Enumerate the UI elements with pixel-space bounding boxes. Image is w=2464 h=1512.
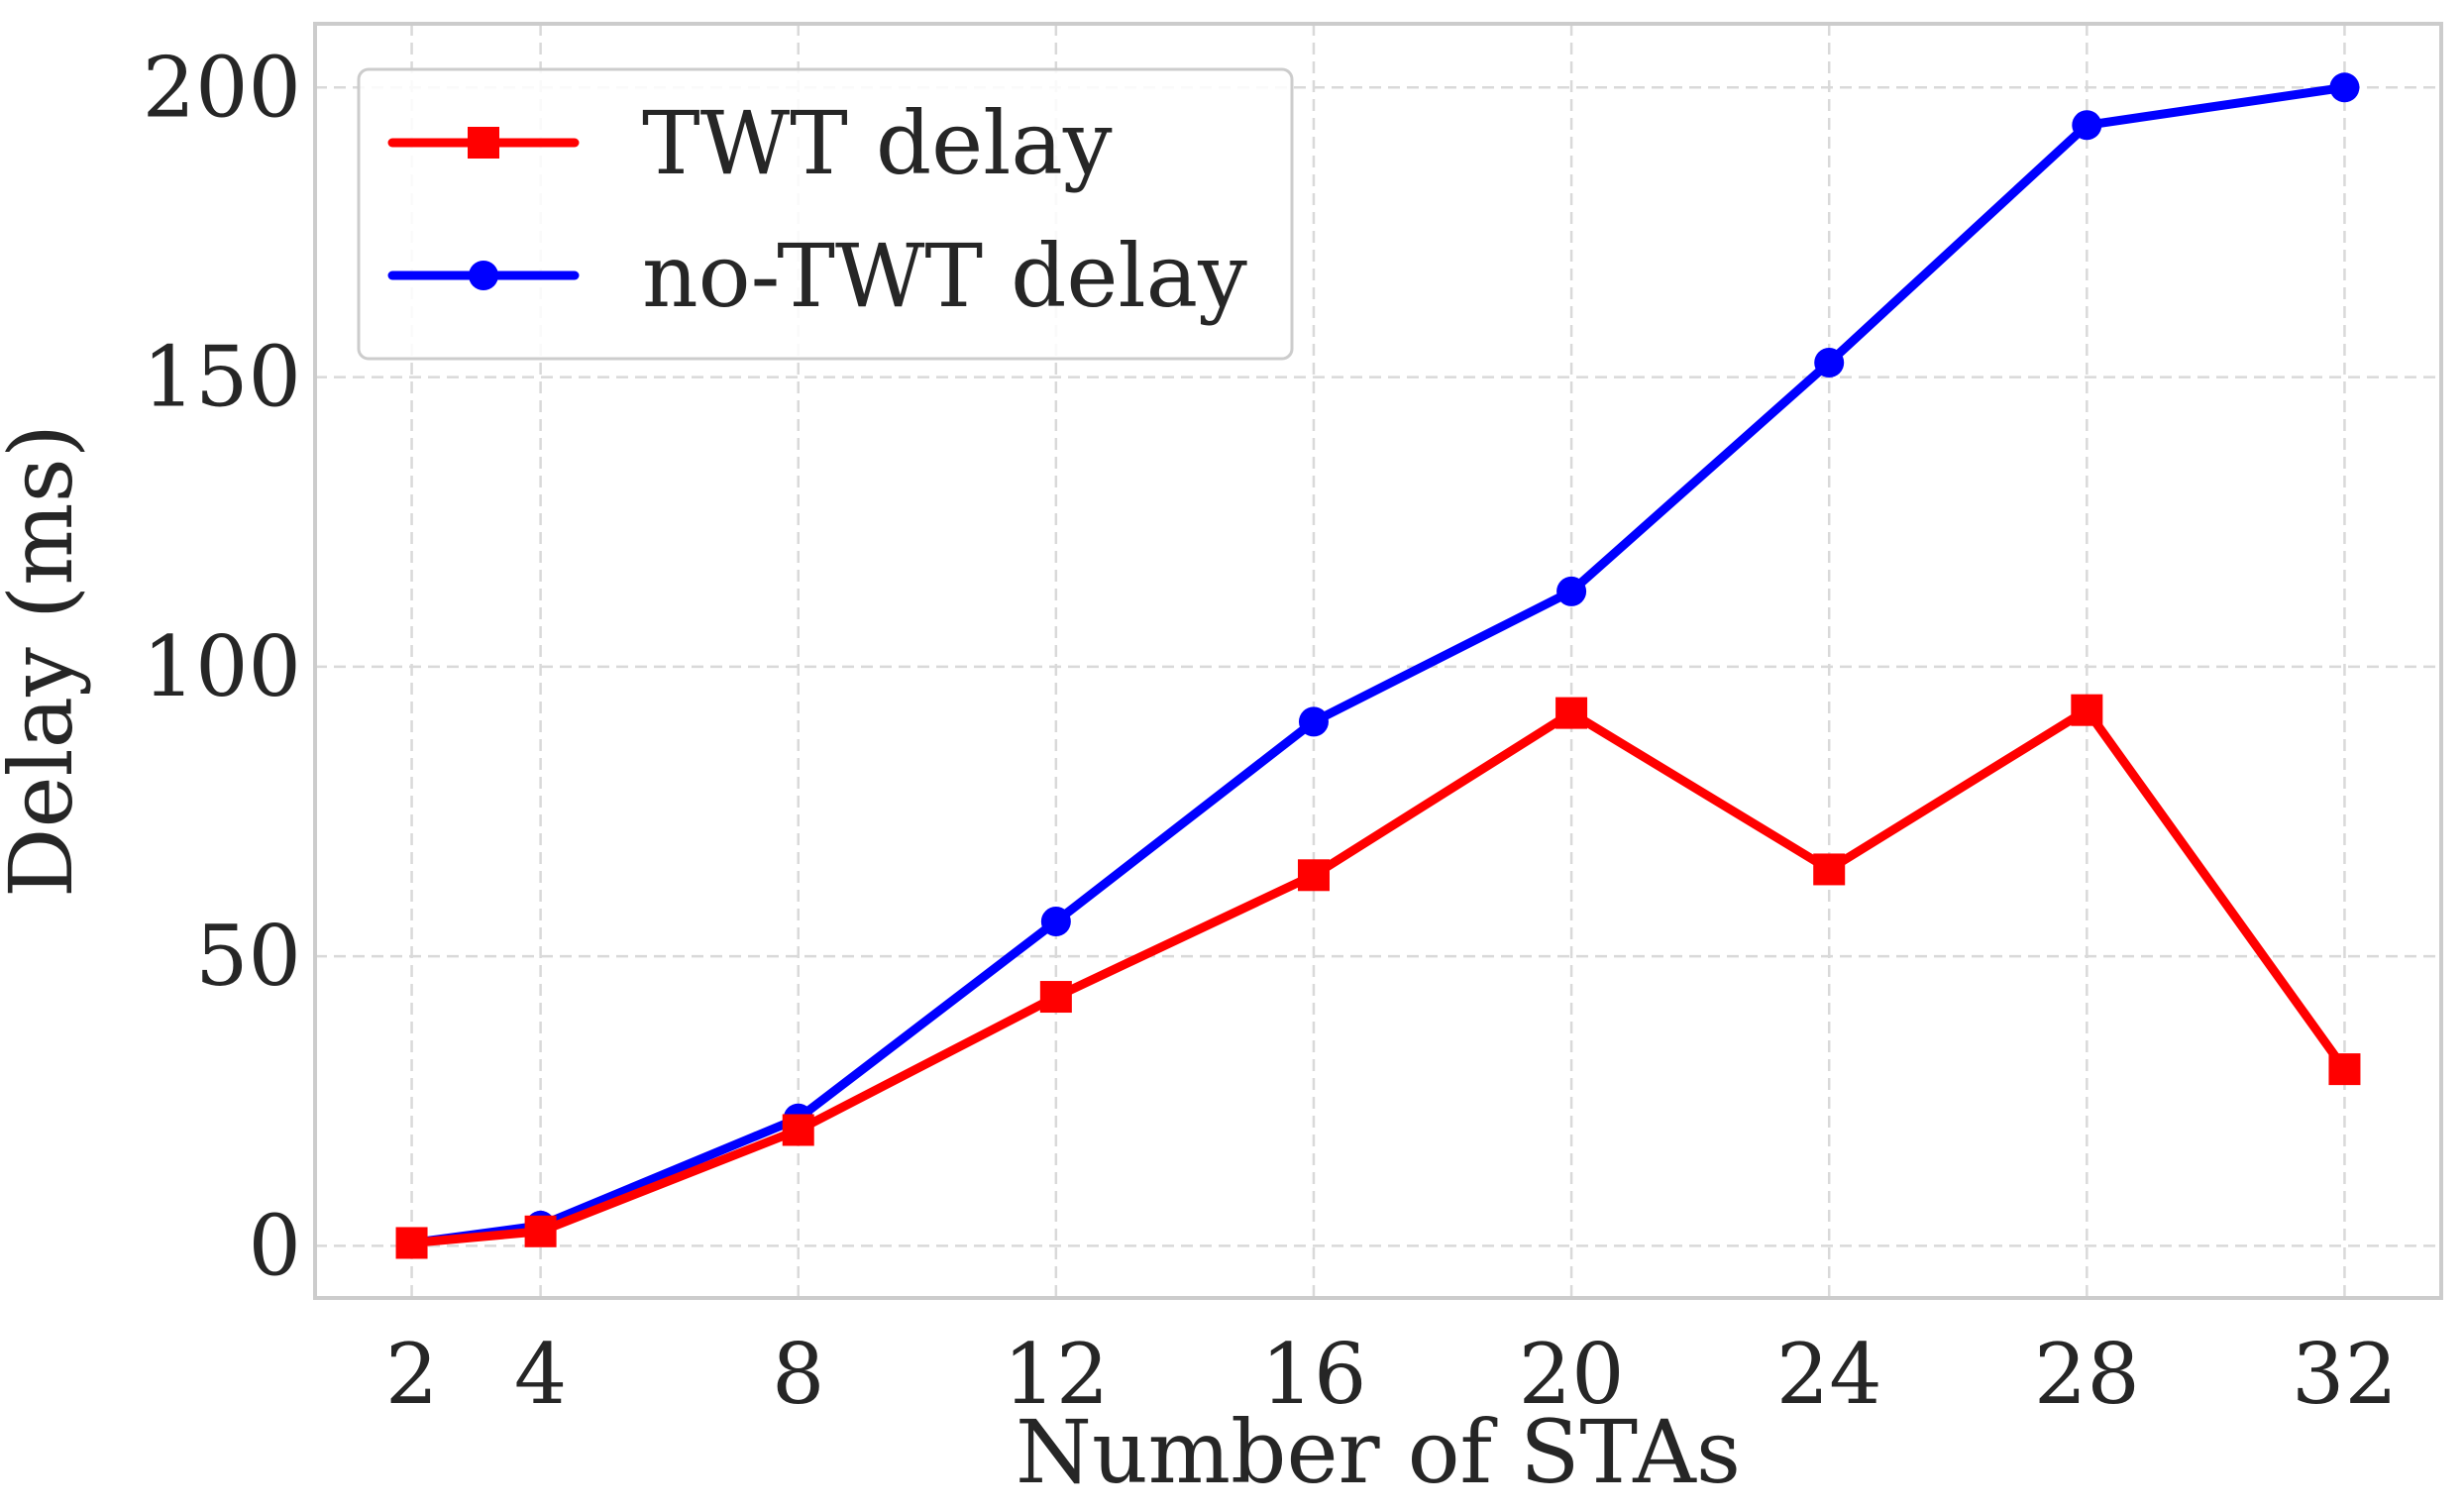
data-point-no-twt-delay bbox=[1814, 347, 1845, 378]
data-point-twt-delay bbox=[782, 1114, 814, 1146]
data-point-twt-delay bbox=[1039, 981, 1072, 1014]
x-tick-label: 20 bbox=[1519, 1326, 1625, 1423]
legend: TWT delay no-TWT delay bbox=[357, 67, 1294, 361]
legend-item-no-twt-delay: no-TWT delay bbox=[387, 225, 1247, 327]
data-point-twt-delay bbox=[1555, 697, 1588, 729]
y-tick-label: 150 bbox=[143, 329, 301, 426]
x-tick-label: 12 bbox=[1003, 1326, 1109, 1423]
legend-marker bbox=[468, 127, 499, 159]
x-tick-label: 16 bbox=[1261, 1326, 1367, 1423]
data-point-no-twt-delay bbox=[2072, 110, 2102, 141]
y-tick-label: 0 bbox=[249, 1197, 301, 1294]
x-tick-label: 28 bbox=[2034, 1326, 2140, 1423]
data-point-no-twt-delay bbox=[1040, 907, 1071, 937]
y-tick-label: 50 bbox=[195, 908, 301, 1005]
plot-area-frame bbox=[313, 22, 2443, 1300]
legend-label: TWT delay bbox=[642, 92, 1113, 194]
legend-marker bbox=[469, 261, 498, 290]
data-point-no-twt-delay bbox=[1298, 706, 1329, 737]
tick-labels: 2 4 8 12 16 20 24 28 32 0 50 100 150 200 bbox=[143, 39, 2398, 1423]
legend-box bbox=[357, 67, 1294, 361]
data-point-twt-delay bbox=[524, 1215, 557, 1247]
legend-item-twt-delay: TWT delay bbox=[387, 92, 1113, 194]
data-point-twt-delay bbox=[1297, 859, 1330, 892]
data-point-twt-delay bbox=[2328, 1053, 2361, 1086]
x-tick-label: 2 bbox=[385, 1326, 438, 1423]
y-tick-label: 100 bbox=[143, 618, 301, 715]
y-axis-label: Delay (ms) bbox=[0, 424, 92, 898]
series-twt-delay bbox=[395, 694, 2361, 1259]
data-point-no-twt-delay bbox=[1556, 576, 1587, 606]
x-tick-label: 32 bbox=[2292, 1326, 2398, 1423]
data-point-twt-delay bbox=[2071, 694, 2103, 726]
legend-label: no-TWT delay bbox=[642, 225, 1247, 327]
x-tick-label: 4 bbox=[514, 1326, 567, 1423]
y-tick-label: 200 bbox=[143, 39, 301, 136]
data-point-twt-delay bbox=[395, 1227, 428, 1259]
data-point-no-twt-delay bbox=[2329, 72, 2360, 103]
x-tick-label: 24 bbox=[1776, 1326, 1882, 1423]
x-tick-label: 8 bbox=[772, 1326, 824, 1423]
data-point-twt-delay bbox=[1813, 853, 1846, 886]
x-axis-label: Number of STAs bbox=[1016, 1401, 1741, 1503]
series-layer bbox=[395, 72, 2361, 1259]
